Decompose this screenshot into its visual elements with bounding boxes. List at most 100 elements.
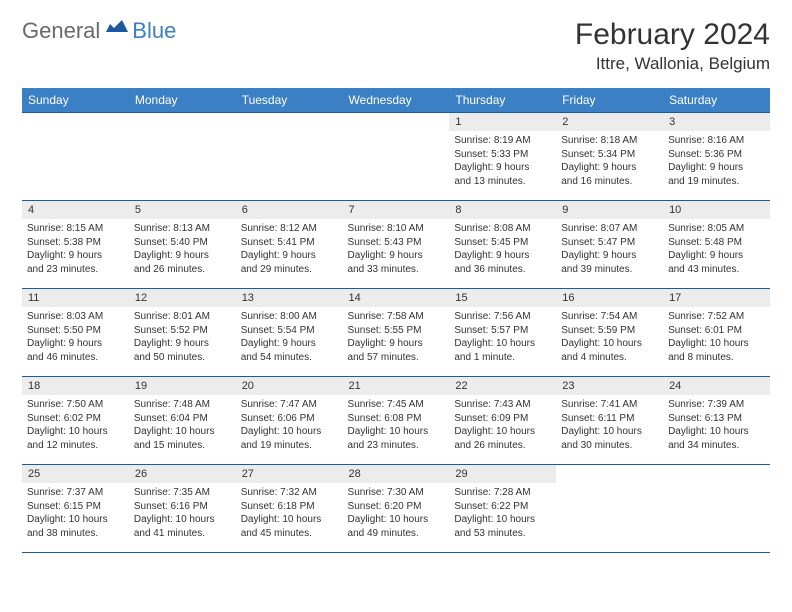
day-number: 6	[236, 201, 343, 219]
sunset-text: Sunset: 5:54 PM	[241, 324, 338, 338]
day1-text: Daylight: 10 hours	[561, 425, 658, 439]
day2-text: and 49 minutes.	[348, 527, 445, 541]
sunset-text: Sunset: 5:34 PM	[561, 148, 658, 162]
sunset-text: Sunset: 5:36 PM	[668, 148, 765, 162]
day-body: Sunrise: 8:13 AMSunset: 5:40 PMDaylight:…	[129, 219, 236, 280]
day-number: 20	[236, 377, 343, 395]
title-block: February 2024 Ittre, Wallonia, Belgium	[575, 18, 770, 74]
sunrise-text: Sunrise: 7:37 AM	[27, 486, 124, 500]
day-cell	[236, 113, 343, 201]
day-cell: 21Sunrise: 7:45 AMSunset: 6:08 PMDayligh…	[343, 377, 450, 465]
day-number: 25	[22, 465, 129, 483]
day-body: Sunrise: 7:50 AMSunset: 6:02 PMDaylight:…	[22, 395, 129, 456]
day1-text: Daylight: 9 hours	[348, 249, 445, 263]
sunset-text: Sunset: 5:52 PM	[134, 324, 231, 338]
logo: General Blue	[22, 18, 176, 44]
day-cell	[129, 113, 236, 201]
sunset-text: Sunset: 6:15 PM	[27, 500, 124, 514]
weekday-header: Tuesday	[236, 88, 343, 113]
sunrise-text: Sunrise: 8:15 AM	[27, 222, 124, 236]
day1-text: Daylight: 10 hours	[27, 513, 124, 527]
day-number: 19	[129, 377, 236, 395]
sunrise-text: Sunrise: 8:05 AM	[668, 222, 765, 236]
sunset-text: Sunset: 6:11 PM	[561, 412, 658, 426]
day-cell: 2Sunrise: 8:18 AMSunset: 5:34 PMDaylight…	[556, 113, 663, 201]
day-number: 18	[22, 377, 129, 395]
day1-text: Daylight: 10 hours	[241, 425, 338, 439]
location: Ittre, Wallonia, Belgium	[575, 54, 770, 74]
sunrise-text: Sunrise: 7:35 AM	[134, 486, 231, 500]
day1-text: Daylight: 10 hours	[27, 425, 124, 439]
day1-text: Daylight: 10 hours	[134, 513, 231, 527]
day-body: Sunrise: 8:16 AMSunset: 5:36 PMDaylight:…	[663, 131, 770, 192]
day-body: Sunrise: 8:07 AMSunset: 5:47 PMDaylight:…	[556, 219, 663, 280]
day1-text: Daylight: 9 hours	[27, 337, 124, 351]
day1-text: Daylight: 10 hours	[348, 425, 445, 439]
day2-text: and 26 minutes.	[454, 439, 551, 453]
day2-text: and 1 minute.	[454, 351, 551, 365]
day-body: Sunrise: 8:10 AMSunset: 5:43 PMDaylight:…	[343, 219, 450, 280]
day2-text: and 4 minutes.	[561, 351, 658, 365]
day2-text: and 54 minutes.	[241, 351, 338, 365]
day-number: 2	[556, 113, 663, 131]
day2-text: and 41 minutes.	[134, 527, 231, 541]
day1-text: Daylight: 10 hours	[348, 513, 445, 527]
day-body: Sunrise: 7:47 AMSunset: 6:06 PMDaylight:…	[236, 395, 343, 456]
day-cell: 3Sunrise: 8:16 AMSunset: 5:36 PMDaylight…	[663, 113, 770, 201]
day1-text: Daylight: 10 hours	[454, 425, 551, 439]
sunset-text: Sunset: 5:45 PM	[454, 236, 551, 250]
day-number: 9	[556, 201, 663, 219]
sunrise-text: Sunrise: 8:10 AM	[348, 222, 445, 236]
day2-text: and 19 minutes.	[241, 439, 338, 453]
weekday-header: Thursday	[449, 88, 556, 113]
day-cell: 18Sunrise: 7:50 AMSunset: 6:02 PMDayligh…	[22, 377, 129, 465]
sunrise-text: Sunrise: 8:07 AM	[561, 222, 658, 236]
sunset-text: Sunset: 5:40 PM	[134, 236, 231, 250]
sunrise-text: Sunrise: 7:50 AM	[27, 398, 124, 412]
day2-text: and 36 minutes.	[454, 263, 551, 277]
day-cell: 24Sunrise: 7:39 AMSunset: 6:13 PMDayligh…	[663, 377, 770, 465]
day1-text: Daylight: 9 hours	[241, 337, 338, 351]
day-number: 17	[663, 289, 770, 307]
day-cell: 22Sunrise: 7:43 AMSunset: 6:09 PMDayligh…	[449, 377, 556, 465]
day1-text: Daylight: 10 hours	[454, 337, 551, 351]
day-cell: 12Sunrise: 8:01 AMSunset: 5:52 PMDayligh…	[129, 289, 236, 377]
day-number-empty	[343, 113, 450, 131]
sunset-text: Sunset: 6:08 PM	[348, 412, 445, 426]
sunset-text: Sunset: 6:04 PM	[134, 412, 231, 426]
day-cell: 4Sunrise: 8:15 AMSunset: 5:38 PMDaylight…	[22, 201, 129, 289]
day-number: 3	[663, 113, 770, 131]
day-number: 1	[449, 113, 556, 131]
sunset-text: Sunset: 6:09 PM	[454, 412, 551, 426]
day-body: Sunrise: 8:15 AMSunset: 5:38 PMDaylight:…	[22, 219, 129, 280]
day1-text: Daylight: 9 hours	[348, 337, 445, 351]
day-cell: 29Sunrise: 7:28 AMSunset: 6:22 PMDayligh…	[449, 465, 556, 553]
sunset-text: Sunset: 6:18 PM	[241, 500, 338, 514]
day-number: 27	[236, 465, 343, 483]
sunset-text: Sunset: 6:02 PM	[27, 412, 124, 426]
day-cell: 5Sunrise: 8:13 AMSunset: 5:40 PMDaylight…	[129, 201, 236, 289]
calendar-table: Sunday Monday Tuesday Wednesday Thursday…	[22, 88, 770, 553]
day2-text: and 8 minutes.	[668, 351, 765, 365]
day-number-empty	[22, 113, 129, 131]
sunrise-text: Sunrise: 7:32 AM	[241, 486, 338, 500]
sunset-text: Sunset: 5:38 PM	[27, 236, 124, 250]
day-body: Sunrise: 7:32 AMSunset: 6:18 PMDaylight:…	[236, 483, 343, 544]
sunrise-text: Sunrise: 7:45 AM	[348, 398, 445, 412]
day-cell: 9Sunrise: 8:07 AMSunset: 5:47 PMDaylight…	[556, 201, 663, 289]
sunrise-text: Sunrise: 8:19 AM	[454, 134, 551, 148]
sunset-text: Sunset: 5:43 PM	[348, 236, 445, 250]
logo-text-blue: Blue	[132, 18, 176, 44]
sunset-text: Sunset: 5:41 PM	[241, 236, 338, 250]
day2-text: and 53 minutes.	[454, 527, 551, 541]
sunset-text: Sunset: 5:48 PM	[668, 236, 765, 250]
day2-text: and 50 minutes.	[134, 351, 231, 365]
sunrise-text: Sunrise: 7:41 AM	[561, 398, 658, 412]
sunrise-text: Sunrise: 7:39 AM	[668, 398, 765, 412]
day-cell: 20Sunrise: 7:47 AMSunset: 6:06 PMDayligh…	[236, 377, 343, 465]
day1-text: Daylight: 9 hours	[134, 337, 231, 351]
weekday-header: Monday	[129, 88, 236, 113]
day-number: 10	[663, 201, 770, 219]
sunset-text: Sunset: 6:01 PM	[668, 324, 765, 338]
sunset-text: Sunset: 6:20 PM	[348, 500, 445, 514]
